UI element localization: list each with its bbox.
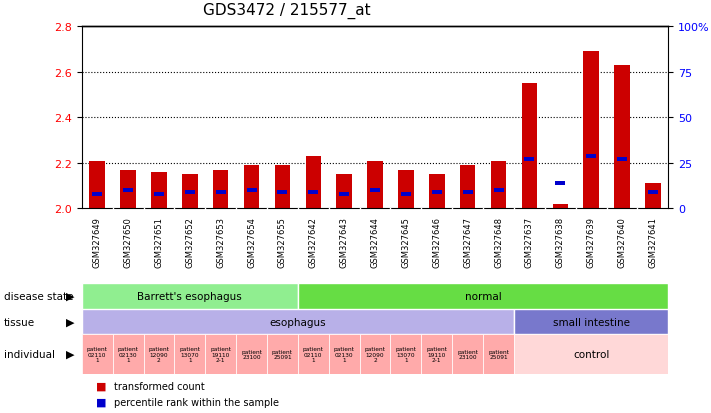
- Bar: [370, 189, 380, 193]
- Text: patient
02130
1: patient 02130 1: [117, 346, 139, 363]
- Bar: [648, 190, 658, 195]
- Text: ▶: ▶: [66, 317, 75, 327]
- Bar: [306, 157, 321, 209]
- Bar: [144, 335, 174, 374]
- Bar: [92, 192, 102, 197]
- Text: patient
25091: patient 25091: [272, 349, 293, 360]
- Bar: [555, 181, 565, 185]
- Text: patient
19110
2-1: patient 19110 2-1: [210, 346, 231, 363]
- Bar: [112, 335, 144, 374]
- Text: patient
12090
2: patient 12090 2: [149, 346, 169, 363]
- Bar: [90, 161, 105, 209]
- Bar: [298, 283, 668, 309]
- Bar: [267, 335, 298, 374]
- Bar: [429, 175, 444, 209]
- Text: ▶: ▶: [66, 349, 75, 359]
- Bar: [614, 66, 630, 209]
- Bar: [82, 335, 112, 374]
- Bar: [360, 335, 390, 374]
- Text: percentile rank within the sample: percentile rank within the sample: [114, 397, 279, 407]
- Bar: [514, 335, 668, 374]
- Bar: [493, 189, 503, 193]
- Text: patient
23100: patient 23100: [457, 349, 478, 360]
- Bar: [274, 166, 290, 209]
- Bar: [244, 166, 260, 209]
- Bar: [182, 175, 198, 209]
- Text: patient
23100: patient 23100: [241, 349, 262, 360]
- Bar: [460, 166, 476, 209]
- Bar: [336, 175, 352, 209]
- Bar: [339, 192, 349, 197]
- Text: patient
19110
2-1: patient 19110 2-1: [427, 346, 447, 363]
- Bar: [390, 335, 422, 374]
- Text: patient
02110
1: patient 02110 1: [303, 346, 324, 363]
- Bar: [522, 84, 537, 209]
- Bar: [154, 192, 164, 197]
- Text: patient
12090
2: patient 12090 2: [365, 346, 385, 363]
- Bar: [215, 190, 225, 195]
- Bar: [298, 335, 328, 374]
- Bar: [401, 192, 411, 197]
- Text: esophagus: esophagus: [269, 317, 326, 327]
- Bar: [432, 190, 442, 195]
- Bar: [463, 190, 473, 195]
- Bar: [525, 158, 535, 162]
- Text: control: control: [573, 349, 609, 359]
- Text: small intestine: small intestine: [552, 317, 630, 327]
- Bar: [398, 171, 414, 209]
- Bar: [452, 335, 483, 374]
- Bar: [151, 173, 166, 209]
- Text: normal: normal: [465, 291, 501, 301]
- Bar: [483, 335, 514, 374]
- Text: patient
13070
1: patient 13070 1: [395, 346, 417, 363]
- Text: Barrett's esophagus: Barrett's esophagus: [137, 291, 242, 301]
- Bar: [368, 161, 383, 209]
- Text: ▶: ▶: [66, 291, 75, 301]
- Text: tissue: tissue: [4, 317, 35, 327]
- Text: disease state: disease state: [4, 291, 73, 301]
- Bar: [552, 204, 568, 209]
- Bar: [174, 335, 205, 374]
- Bar: [236, 335, 267, 374]
- Bar: [82, 309, 514, 335]
- Text: individual: individual: [4, 349, 55, 359]
- Bar: [309, 190, 319, 195]
- Bar: [247, 189, 257, 193]
- Bar: [82, 283, 298, 309]
- Bar: [328, 335, 360, 374]
- Bar: [185, 190, 195, 195]
- Bar: [120, 171, 136, 209]
- Text: GDS3472 / 215577_at: GDS3472 / 215577_at: [203, 3, 371, 19]
- Bar: [422, 335, 452, 374]
- Bar: [277, 190, 287, 195]
- Bar: [491, 161, 506, 209]
- Text: ■: ■: [96, 397, 107, 407]
- Bar: [584, 52, 599, 209]
- Bar: [645, 184, 661, 209]
- Bar: [123, 189, 133, 193]
- Text: ■: ■: [96, 381, 107, 391]
- Bar: [213, 171, 228, 209]
- Text: transformed count: transformed count: [114, 381, 205, 391]
- Text: patient
25091: patient 25091: [488, 349, 509, 360]
- Text: patient
02110
1: patient 02110 1: [87, 346, 107, 363]
- Text: patient
02130
1: patient 02130 1: [333, 346, 355, 363]
- Bar: [514, 309, 668, 335]
- Text: patient
13070
1: patient 13070 1: [179, 346, 201, 363]
- Bar: [617, 158, 627, 162]
- Bar: [205, 335, 236, 374]
- Bar: [586, 154, 597, 158]
